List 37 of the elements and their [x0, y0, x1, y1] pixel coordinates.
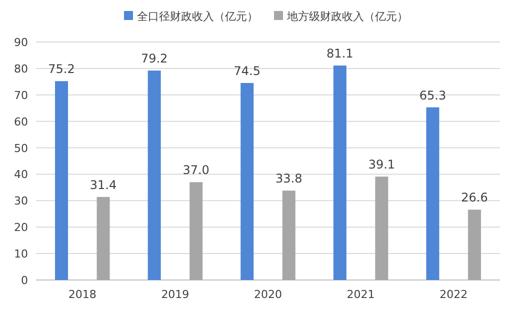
data-label: 26.6 — [461, 190, 488, 205]
legend-label: 地方级财政收入（亿元） — [286, 10, 408, 23]
data-label: 75.2 — [48, 62, 75, 76]
y-tick-label: 10 — [14, 248, 28, 261]
x-tick-label: 2021 — [346, 288, 375, 301]
bar — [333, 66, 346, 280]
y-tick-label: 90 — [14, 36, 28, 49]
bar — [282, 190, 296, 280]
data-label: 31.4 — [90, 178, 117, 192]
x-tick-label: 2019 — [161, 288, 190, 301]
x-tick-label: 2018 — [68, 288, 96, 301]
data-label: 33.8 — [276, 172, 302, 186]
bar — [426, 107, 440, 280]
x-tick-label: 2020 — [254, 288, 282, 301]
y-tick-label: 30 — [14, 194, 28, 208]
bar — [375, 176, 388, 280]
legend-label: 全口径财政收入（亿元） — [137, 10, 258, 23]
data-label: 39.1 — [368, 158, 396, 172]
bar — [190, 182, 203, 280]
bar — [55, 81, 68, 280]
data-label: 74.5 — [234, 64, 260, 78]
y-tick-label: 40 — [14, 168, 28, 182]
y-tick-label: 20 — [14, 221, 28, 234]
y-tick-label: 80 — [14, 62, 28, 76]
y-tick-label: 50 — [14, 142, 28, 155]
data-label: 81.1 — [326, 46, 354, 61]
bar — [96, 196, 110, 280]
bar — [240, 82, 254, 280]
y-tick-label: 0 — [21, 274, 28, 287]
y-tick-label: 70 — [14, 88, 28, 102]
x-tick-label: 2022 — [440, 288, 468, 301]
data-label: 79.2 — [140, 52, 168, 66]
bar — [468, 210, 481, 280]
data-label: 37.0 — [182, 163, 210, 178]
data-label: 65.3 — [419, 88, 446, 102]
bar — [148, 70, 161, 280]
y-tick-label: 60 — [14, 115, 28, 128]
